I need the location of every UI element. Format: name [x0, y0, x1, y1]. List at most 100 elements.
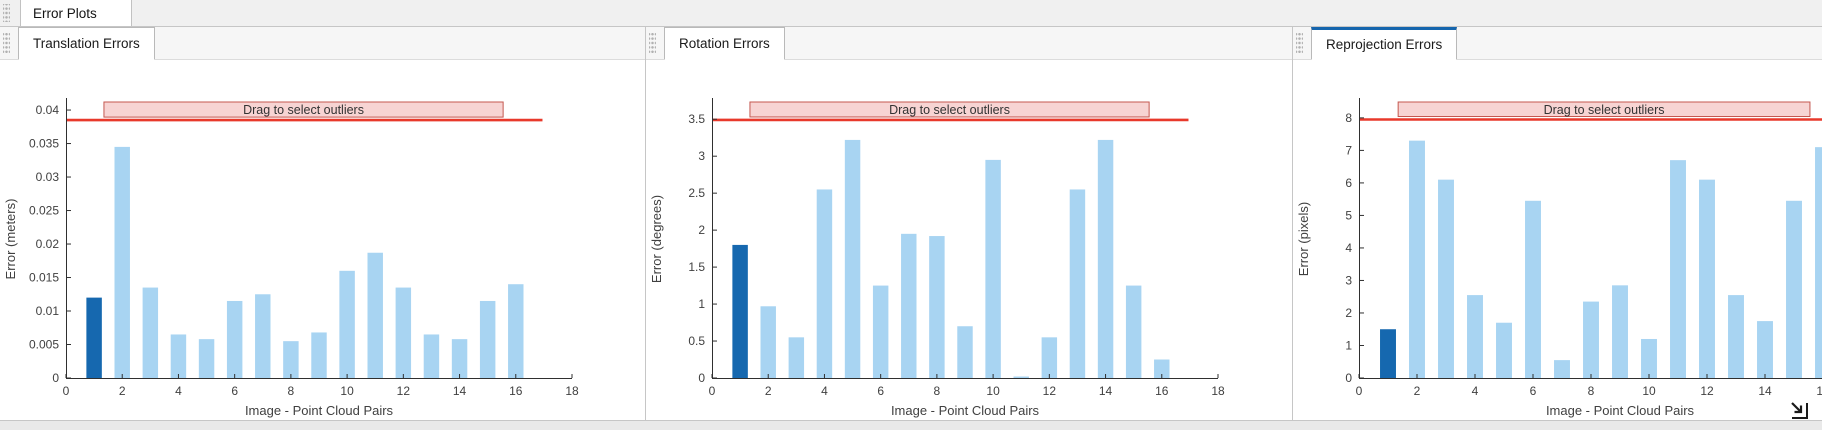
- bar[interactable]: [283, 341, 299, 378]
- bar[interactable]: [1815, 147, 1822, 378]
- outlier-band-label: Drag to select outliers: [889, 103, 1010, 117]
- bar[interactable]: [1583, 301, 1599, 378]
- bar[interactable]: [226, 300, 243, 378]
- bar[interactable]: [1699, 179, 1715, 378]
- bar[interactable]: [957, 326, 973, 378]
- tab-reprojection-errors[interactable]: Reprojection Errors: [1311, 27, 1458, 60]
- bar[interactable]: [170, 334, 187, 378]
- y-tick-label: 0.005: [29, 338, 59, 352]
- y-tick-label: 3: [1345, 273, 1352, 287]
- y-tick-label: 2.5: [688, 186, 705, 200]
- bar[interactable]: [1069, 189, 1086, 378]
- bar[interactable]: [1612, 285, 1628, 378]
- bar[interactable]: [1496, 322, 1512, 378]
- bar[interactable]: [1786, 200, 1802, 378]
- reprojection-errors-panel: Reprojection Errors Drag to select outli…: [1293, 27, 1822, 420]
- bar[interactable]: [1041, 337, 1058, 378]
- x-tick-label: 2: [765, 384, 772, 398]
- bar[interactable]: [423, 334, 440, 378]
- tab-rotation-errors[interactable]: Rotation Errors: [664, 27, 785, 60]
- bar[interactable]: [1467, 295, 1483, 378]
- y-tick-label: 0.015: [29, 271, 59, 285]
- bar[interactable]: [367, 252, 383, 378]
- bar[interactable]: [929, 236, 945, 378]
- x-tick-label: 14: [453, 384, 467, 398]
- tab-bar-grip[interactable]: [3, 4, 10, 22]
- panel-grip[interactable]: [1296, 32, 1303, 54]
- document-tab-bar: Error Plots: [0, 0, 1822, 27]
- x-tick-label: 8: [288, 384, 295, 398]
- x-tick-label: 18: [565, 384, 579, 398]
- bar[interactable]: [872, 285, 889, 378]
- bar[interactable]: [339, 270, 355, 378]
- bar[interactable]: [395, 287, 412, 378]
- bar[interactable]: [1154, 359, 1170, 378]
- bar[interactable]: [1525, 200, 1541, 378]
- bar[interactable]: [114, 146, 130, 378]
- bar[interactable]: [1641, 338, 1657, 378]
- x-tick-label: 0: [63, 384, 70, 398]
- x-tick-label: 4: [175, 384, 182, 398]
- bar[interactable]: [901, 233, 917, 378]
- panel-grip[interactable]: [3, 32, 10, 54]
- x-tick-label: 16: [1155, 384, 1169, 398]
- y-tick-label: 2: [698, 223, 705, 237]
- x-tick-label: 4: [1472, 384, 1479, 398]
- bar-chart: Drag to select outliers 0 0.5 1 1.5 2 2.5 3 3.5 0…: [649, 98, 1225, 418]
- bar[interactable]: [1757, 321, 1773, 378]
- bar[interactable]: [760, 306, 776, 378]
- y-tick-label: 8: [1345, 111, 1352, 125]
- x-tick-label: 0: [709, 384, 716, 398]
- bar-chart: Drag to select outliers 0 0.005 0.01 0.015 0.…: [3, 98, 579, 418]
- tab-translation-errors[interactable]: Translation Errors: [18, 27, 155, 60]
- y-tick-label: 0.03: [36, 170, 60, 184]
- bar[interactable]: [451, 339, 468, 378]
- outlier-band[interactable]: [749, 101, 1150, 118]
- bar[interactable]: [1013, 376, 1029, 378]
- rotation-errors-chart: Drag to select outliers 0 0.5 1 1.5 2 2.5 3 3.5 0…: [646, 60, 1291, 420]
- bar[interactable]: [788, 337, 805, 378]
- bar[interactable]: [1728, 295, 1744, 378]
- bar[interactable]: [1125, 285, 1142, 378]
- y-axis-label: Error (meters): [3, 199, 18, 280]
- y-tick-label: 5: [1345, 208, 1352, 222]
- outlier-band[interactable]: [103, 101, 504, 118]
- bar[interactable]: [1097, 139, 1114, 378]
- reprojection-tab-strip: Reprojection Errors: [1293, 27, 1822, 60]
- panel-grip[interactable]: [649, 32, 656, 54]
- reprojection-errors-chart: Drag to select outliers 0 1 2 3 4 5 6 7 8 0 2 4 6 8 10 1…: [1293, 60, 1822, 420]
- y-tick-label: 0.01: [36, 304, 60, 318]
- bar[interactable]: [86, 297, 102, 378]
- bar[interactable]: [198, 339, 215, 378]
- outlier-band[interactable]: [1397, 101, 1811, 118]
- bar[interactable]: [1409, 140, 1425, 378]
- y-tick-label: 4: [1345, 241, 1352, 255]
- rotation-tab-strip: Rotation Errors: [646, 27, 1292, 60]
- bar[interactable]: [142, 287, 159, 378]
- bar[interactable]: [255, 294, 271, 378]
- y-tick-label: 3.5: [688, 112, 705, 126]
- y-axis-label: Error (degrees): [649, 195, 664, 283]
- doc-tab-label: Error Plots: [33, 5, 97, 21]
- bar[interactable]: [732, 244, 748, 378]
- bar[interactable]: [479, 300, 496, 378]
- x-axis-label: Image - Point Cloud Pairs: [891, 403, 1040, 418]
- x-tick-label: 16: [1816, 384, 1822, 398]
- y-tick-label: 0.5: [688, 334, 705, 348]
- dock-arrow-icon[interactable]: [1786, 397, 1812, 423]
- bar[interactable]: [1438, 179, 1454, 378]
- y-tick-label: 1: [1345, 338, 1352, 352]
- bar[interactable]: [1554, 360, 1570, 378]
- bar[interactable]: [508, 284, 524, 378]
- bar[interactable]: [1380, 329, 1396, 378]
- y-tick-label: 0: [698, 371, 705, 385]
- error-plots-doc-tab[interactable]: Error Plots: [20, 0, 132, 26]
- bar[interactable]: [844, 139, 861, 378]
- bar[interactable]: [1670, 160, 1686, 378]
- bar[interactable]: [985, 159, 1001, 378]
- y-tick-label: 2: [1345, 306, 1352, 320]
- x-tick-label: 6: [231, 384, 238, 398]
- bar[interactable]: [816, 189, 833, 378]
- translation-tab-strip: Translation Errors: [0, 27, 645, 60]
- bar[interactable]: [311, 332, 327, 378]
